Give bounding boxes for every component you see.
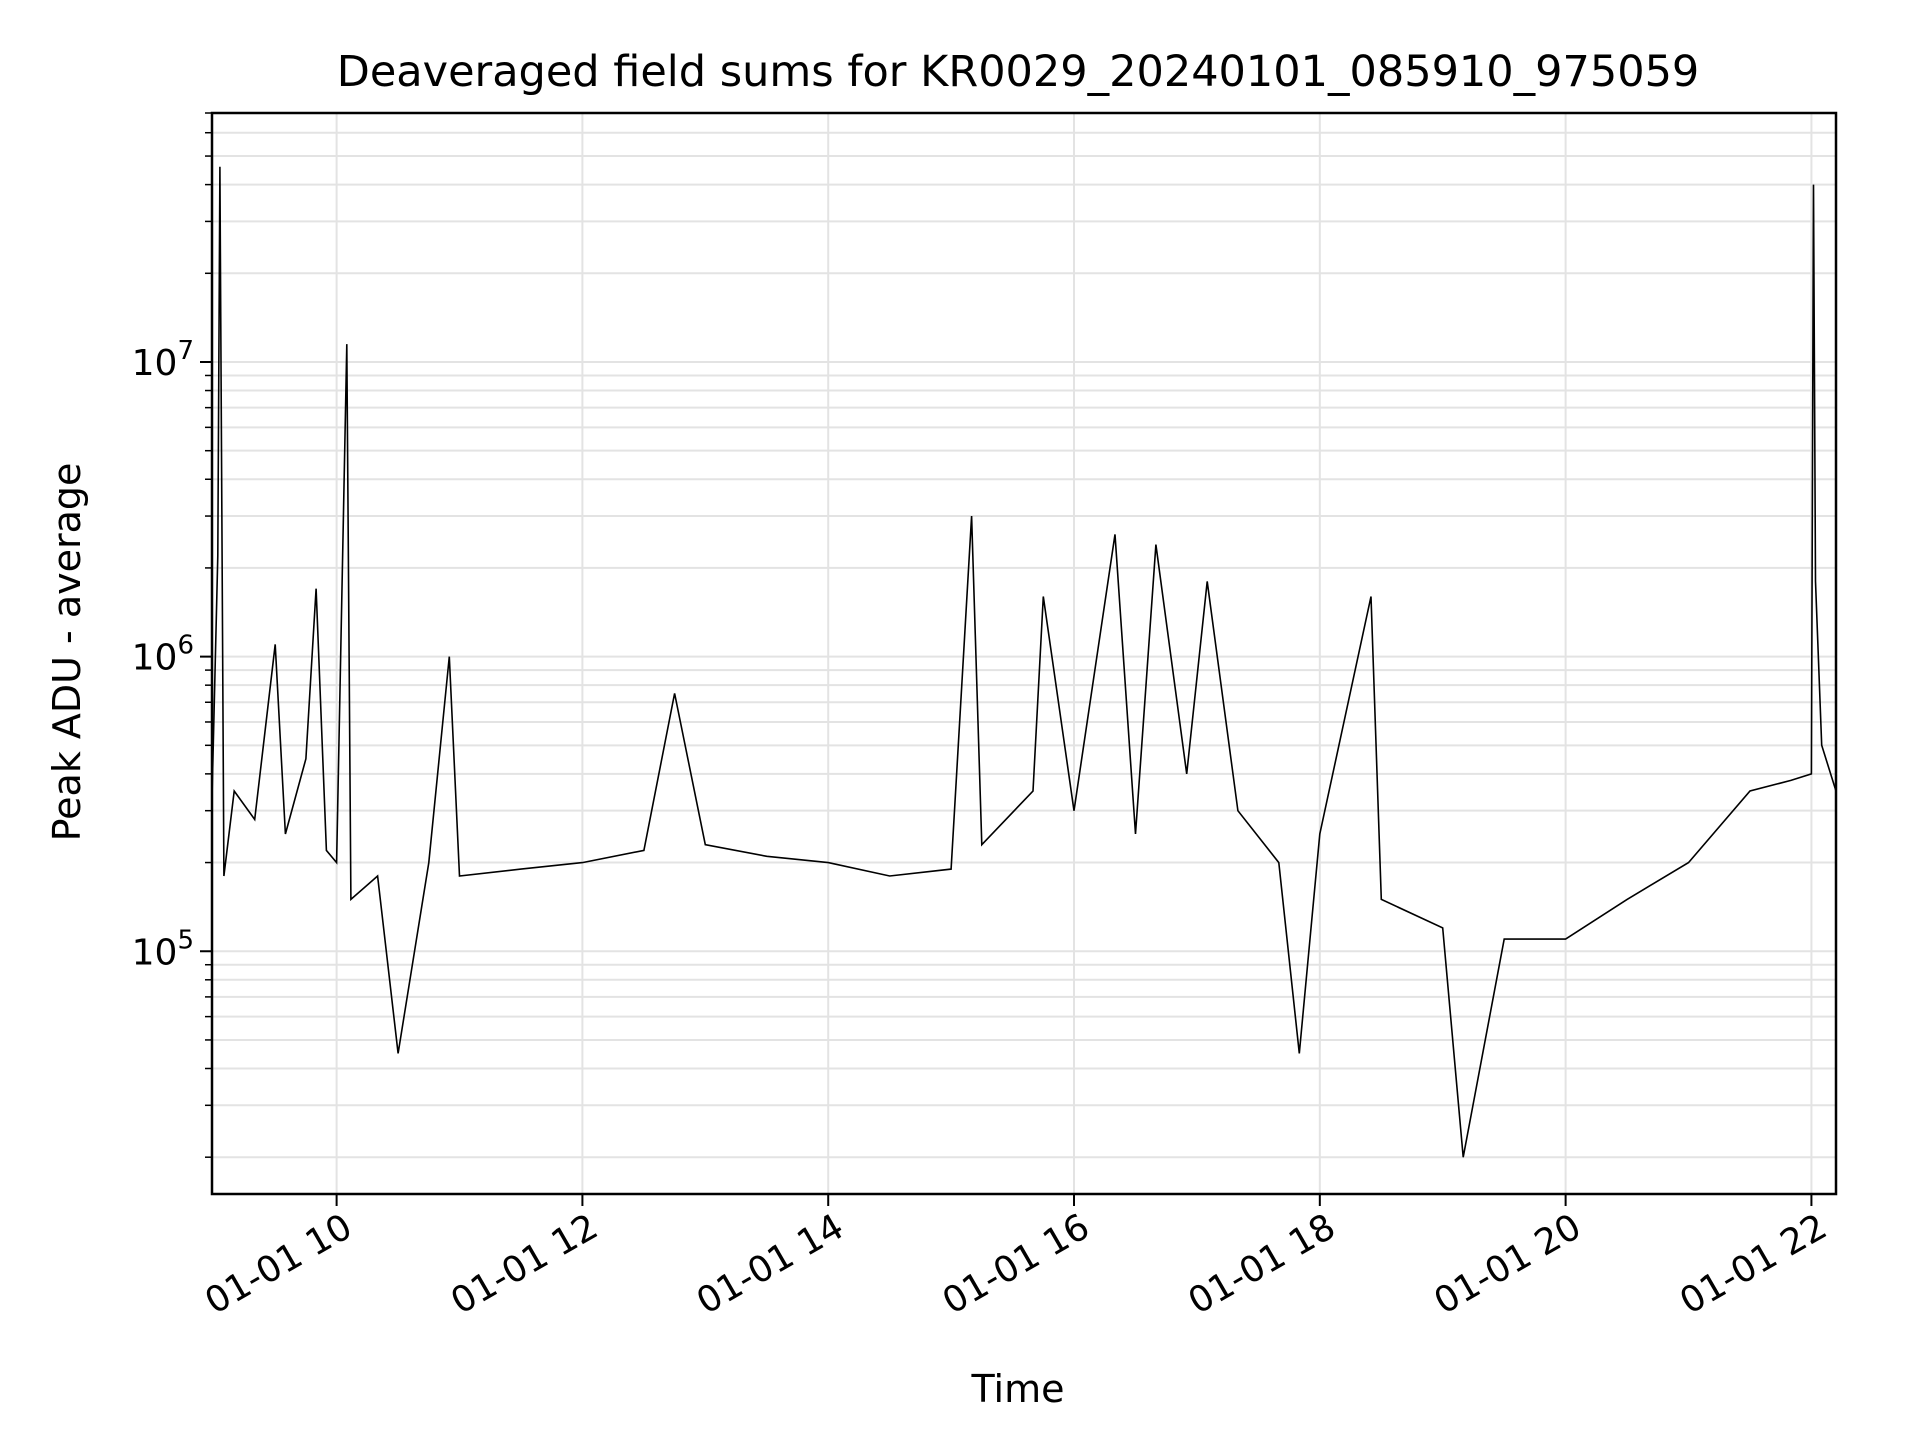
x-axis: 01-01 10 01-01 12 01-01 14 01-01 16 01-01 18…: [198, 1194, 1834, 1323]
x-tick-label: 01-01 20: [1427, 1206, 1588, 1322]
y-tick-label: 106: [132, 631, 194, 679]
y-tick-label: 107: [132, 336, 194, 384]
y-axis: 105 106 107: [132, 112, 212, 1158]
x-tick-label: 01-01 12: [444, 1206, 605, 1322]
x-tick-label: 01-01 16: [936, 1206, 1097, 1322]
plot-frame: [210, 111, 1838, 1196]
y-tick-label: 105: [132, 925, 194, 973]
plot-area: [212, 166, 1836, 1158]
x-axis-label: Time: [971, 1367, 1065, 1411]
chart-title: Deaveraged field sums for KR0029_2024010…: [337, 47, 1700, 97]
x-tick-label: 01-01 22: [1673, 1206, 1834, 1322]
grid-layer: [212, 112, 1836, 1194]
x-tick-label: 01-01 18: [1182, 1206, 1343, 1322]
series-line: [212, 166, 1836, 1158]
x-tick-label: 01-01 10: [198, 1206, 359, 1322]
y-axis-label: Peak ADU - average: [45, 463, 89, 842]
x-tick-label: 01-01 14: [690, 1206, 851, 1322]
